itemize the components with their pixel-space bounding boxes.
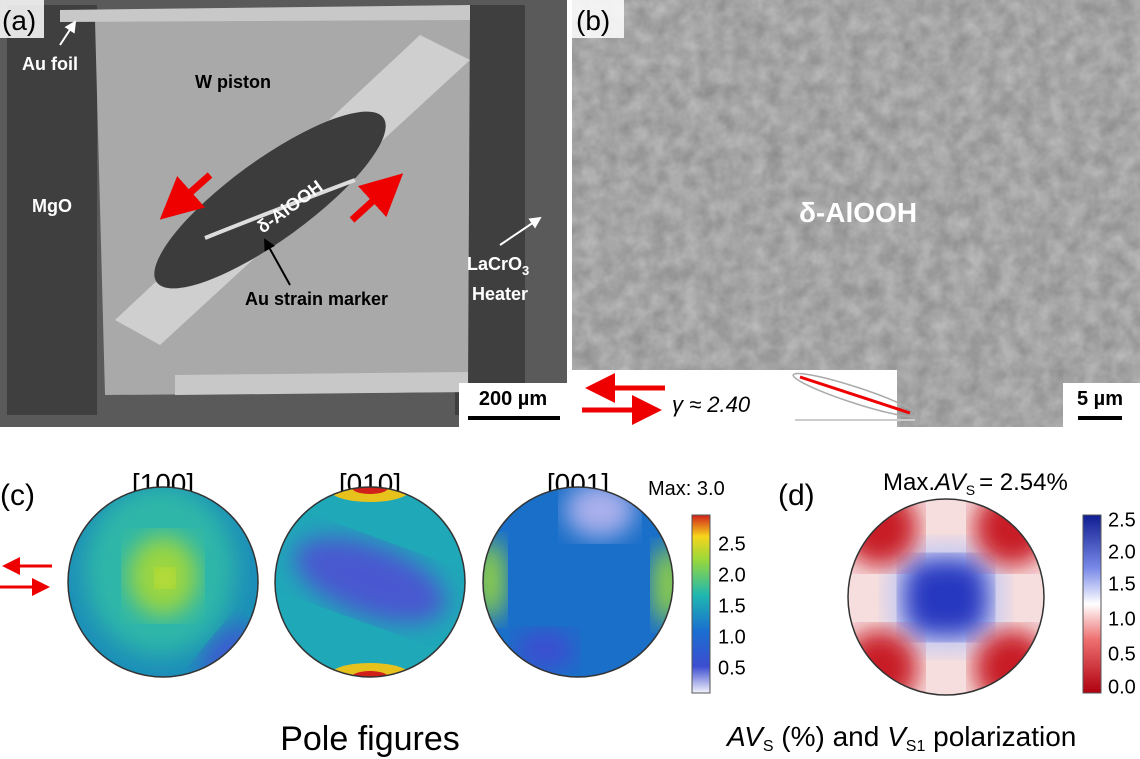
- colorbar-tick-label: 1.5: [1108, 573, 1136, 595]
- pole-figure: [68, 487, 258, 677]
- scale-bar-label: 200 µm: [479, 388, 547, 410]
- panel-c: (c) [100] [010] [001] Max: 3.0 2.5 2.0 1…: [0, 468, 746, 758]
- phase-label: δ-AlOOH: [799, 197, 917, 228]
- max-label: Max: 3.0: [648, 478, 725, 500]
- text: polarization: [925, 721, 1076, 752]
- caption: Pole figures: [280, 720, 460, 758]
- pole-figure: [483, 487, 673, 677]
- caption: AVS (%) and VS1 polarization: [725, 721, 1076, 755]
- text: (%) and: [773, 721, 887, 752]
- annotation: LaCrO: [467, 254, 522, 274]
- colorbar-tick-label: 1.0: [1108, 608, 1136, 630]
- colorbar-tick-label: 2.5: [1108, 509, 1136, 531]
- scale-bar-label: 5 µm: [1077, 388, 1123, 410]
- colorbar-tick-label: 1.5: [718, 595, 746, 617]
- panel-label: (a): [2, 5, 36, 36]
- subscript: S: [763, 738, 774, 755]
- colorbar-tick-label: 0.0: [1108, 676, 1136, 698]
- colorbar-tick-label: 0.5: [1108, 643, 1136, 665]
- text: V: [887, 721, 908, 752]
- colorbar-tick-label: 1.0: [718, 626, 746, 648]
- text: AV: [933, 469, 968, 496]
- subscript: 3: [522, 263, 529, 278]
- shear-strain: γ ≈ 2.40: [672, 392, 751, 417]
- annotation: W piston: [195, 72, 271, 92]
- panel-d: (d) Max.AVS = 2.54% 2.5 2.0 1.5 1.0 0.5 0…: [725, 469, 1136, 755]
- colorbar-tick-label: 2.5: [718, 533, 746, 555]
- annotation: MgO: [32, 196, 72, 216]
- annotation: LaCrO3: [467, 254, 529, 278]
- text: Max.: [883, 469, 935, 496]
- colorbar-tick-label: 2.0: [718, 564, 746, 586]
- annotation: Au foil: [22, 54, 78, 74]
- text: = 2.54%: [979, 469, 1068, 496]
- panel-b: (b) δ-AlOOH γ ≈ 2.40 5 µm: [572, 0, 1140, 427]
- subscript: S1: [906, 738, 926, 755]
- panel-a: (a) Au foil W piston MgO δ-AlOOH Au stra…: [0, 0, 567, 427]
- max-label: Max.AVS = 2.54%: [883, 469, 1068, 498]
- panel-label: (b): [576, 5, 610, 36]
- colorbar-tick-label: 2.0: [1108, 541, 1136, 563]
- annotation: Au strain marker: [245, 289, 388, 309]
- colorbar-tick-label: 0.5: [718, 657, 746, 679]
- text: AV: [725, 721, 765, 752]
- anisotropy-map: [848, 499, 1044, 695]
- panel-label: (d): [778, 479, 815, 512]
- pole-figure: [275, 487, 465, 677]
- annotation: Heater: [472, 284, 528, 304]
- subscript: S: [966, 482, 975, 498]
- panel-label: (c): [0, 479, 35, 512]
